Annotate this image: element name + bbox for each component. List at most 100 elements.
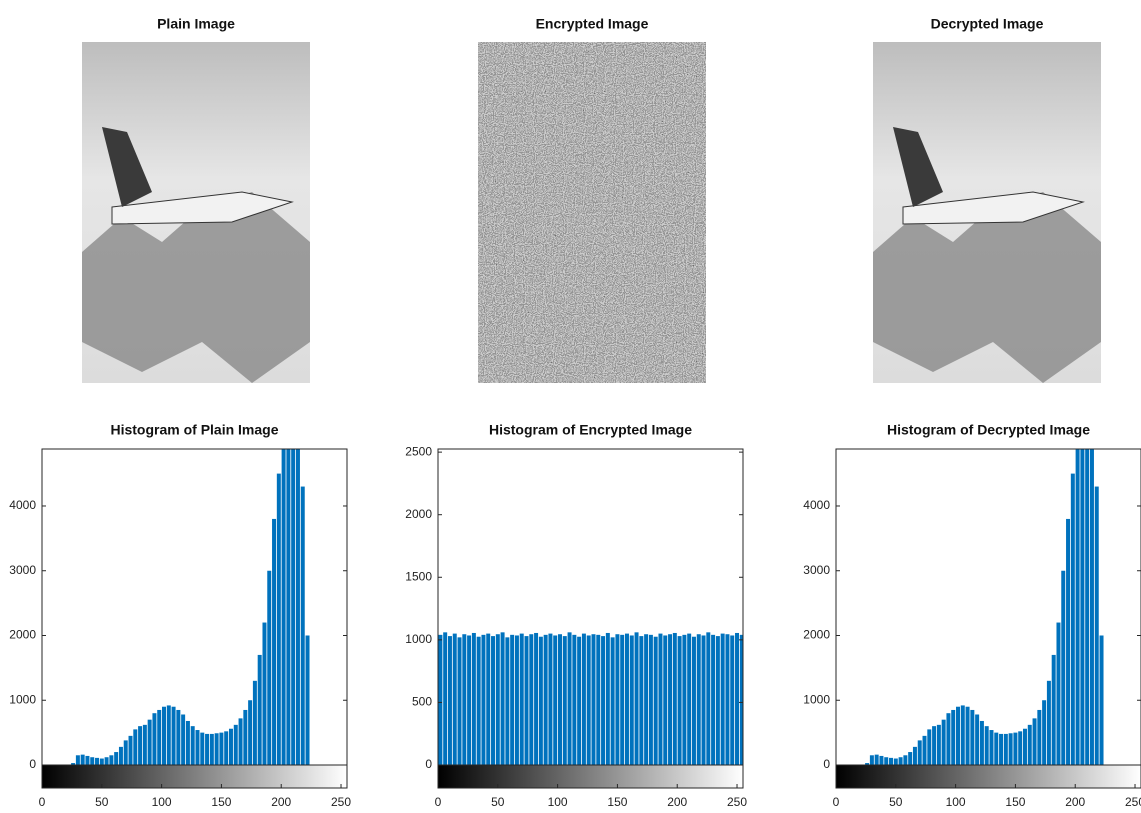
bar [1018, 731, 1023, 765]
y-tick-label: 2000 [9, 628, 36, 642]
bar [438, 634, 443, 765]
bar [109, 755, 114, 765]
image-title: Decrypted Image [931, 16, 1044, 32]
bar [123, 740, 128, 765]
x-tick-label: 150 [607, 795, 627, 809]
bar [715, 636, 720, 765]
bar [471, 632, 476, 765]
bar [1027, 724, 1032, 765]
bar [639, 636, 644, 765]
bar [956, 706, 960, 765]
bar [610, 637, 615, 765]
bar [601, 636, 606, 765]
x-tick-label: 0 [39, 795, 46, 809]
bar [1070, 473, 1075, 765]
bar [248, 700, 253, 765]
bar [691, 636, 696, 765]
bar [658, 633, 663, 765]
bar [152, 713, 157, 765]
y-tick-label: 1000 [405, 632, 432, 646]
jet [902, 191, 1085, 225]
bar [195, 730, 200, 765]
bar [951, 709, 956, 765]
bar [90, 757, 95, 765]
bar [99, 758, 104, 765]
bar [965, 706, 970, 765]
bar [104, 757, 109, 765]
gray-bar [41, 764, 348, 789]
bar [634, 632, 639, 765]
bar [874, 754, 879, 765]
bar [941, 719, 946, 765]
bar [624, 633, 629, 765]
bar [71, 763, 76, 765]
noise-image [478, 42, 706, 383]
x-tick-label: 250 [331, 795, 351, 809]
bar [142, 724, 147, 765]
bar [534, 632, 539, 765]
bar [562, 636, 567, 765]
bar [1042, 700, 1047, 765]
bar [176, 709, 181, 765]
bar [80, 754, 85, 765]
chart-title: Histogram of Encrypted Image [489, 422, 692, 438]
bar [711, 634, 716, 765]
bar [524, 636, 529, 765]
bars [438, 632, 743, 765]
x-tick-label: 100 [548, 795, 568, 809]
bar [586, 635, 591, 765]
bars [71, 449, 310, 765]
bar [879, 755, 884, 765]
bar [495, 634, 500, 765]
bar [936, 724, 941, 765]
bar [979, 720, 984, 765]
bar [286, 449, 291, 765]
bar [214, 733, 219, 765]
mountains [82, 192, 310, 383]
bar [209, 733, 214, 765]
jet [111, 191, 294, 225]
bar [181, 714, 186, 765]
image-title: Encrypted Image [536, 16, 649, 32]
bar [205, 733, 210, 765]
image [478, 42, 706, 383]
bar [443, 632, 448, 765]
bar [572, 634, 577, 765]
bar [452, 633, 457, 765]
bar [138, 726, 143, 765]
bar [118, 746, 123, 765]
bar [927, 729, 932, 765]
bar [272, 518, 277, 765]
bar [730, 635, 735, 765]
bar [903, 755, 908, 765]
bar [514, 635, 519, 765]
y-tick-label: 3000 [9, 563, 36, 577]
bar [114, 752, 119, 765]
bar [291, 449, 296, 765]
bar [257, 654, 262, 765]
bar [984, 726, 989, 765]
bar [1051, 654, 1056, 765]
bar [672, 632, 677, 765]
bars [865, 449, 1104, 765]
y-tick-label: 2000 [405, 507, 432, 521]
bar [1013, 732, 1018, 765]
x-tick-label: 50 [889, 795, 903, 809]
y-tick-label: 0 [823, 757, 830, 771]
bar [190, 726, 195, 765]
chart-title: Histogram of Decrypted Image [887, 422, 1090, 438]
image-title: Plain Image [157, 16, 235, 32]
bar [567, 632, 572, 765]
bar [267, 570, 272, 765]
y-tick-label: 2000 [803, 628, 830, 642]
bar [162, 706, 166, 765]
x-tick-label: 100 [946, 795, 966, 809]
y-tick-label: 0 [425, 757, 432, 771]
bar [481, 634, 486, 765]
bar [912, 746, 917, 765]
bar [687, 633, 692, 765]
bar [510, 634, 515, 765]
bar [677, 636, 682, 765]
bar [970, 709, 975, 765]
y-tick-label: 1500 [405, 569, 432, 583]
